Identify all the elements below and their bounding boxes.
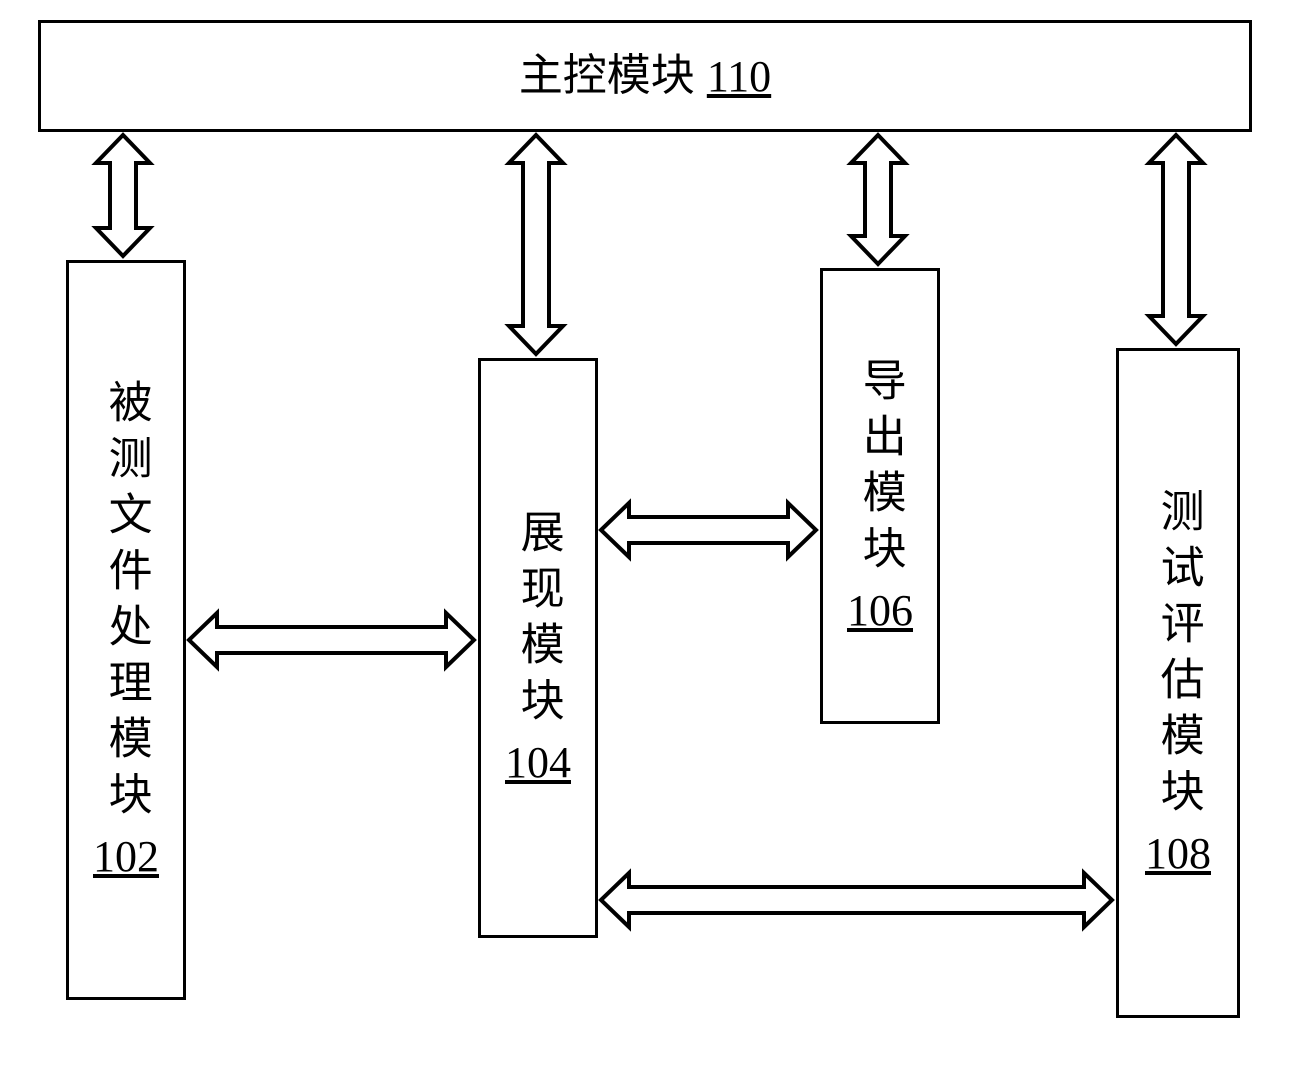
node-export-label: 导出模块 — [851, 357, 908, 581]
node-main-label: 主控模块 — [519, 47, 695, 104]
node-presentation: 展现模块 104 — [478, 358, 598, 938]
node-file-ref: 102 — [93, 831, 159, 882]
arrows-layer — [0, 0, 1292, 1069]
arrow-file-present — [189, 613, 474, 667]
node-eval-label: 测试评估模块 — [1149, 488, 1206, 824]
block-diagram: 主控模块 110 被测文件处理模块 102 展现模块 104 导出模块 106 … — [0, 0, 1292, 1069]
node-present-ref: 104 — [505, 737, 571, 788]
node-file-processing: 被测文件处理模块 102 — [66, 260, 186, 1000]
arrow-main-present — [509, 135, 563, 354]
node-main-control: 主控模块 110 — [38, 20, 1252, 132]
node-file-label: 被测文件处理模块 — [97, 379, 154, 827]
node-test-evaluation: 测试评估模块 108 — [1116, 348, 1240, 1018]
node-present-label: 展现模块 — [509, 509, 566, 733]
node-export: 导出模块 106 — [820, 268, 940, 724]
node-eval-ref: 108 — [1145, 828, 1211, 879]
arrow-main-export — [851, 135, 905, 264]
arrow-main-eval — [1149, 135, 1203, 344]
arrow-main-file — [96, 135, 150, 256]
node-main-ref: 110 — [707, 51, 771, 102]
node-export-ref: 106 — [847, 585, 913, 636]
arrow-present-export — [601, 503, 816, 557]
arrow-present-eval — [601, 873, 1112, 927]
